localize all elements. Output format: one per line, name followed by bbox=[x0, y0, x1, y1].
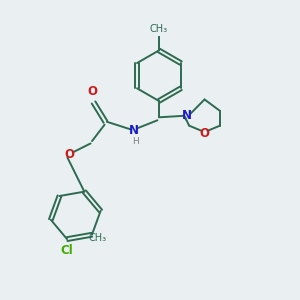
Text: O: O bbox=[87, 85, 97, 98]
Text: CH₃: CH₃ bbox=[150, 24, 168, 34]
Text: O: O bbox=[65, 148, 75, 161]
Text: Cl: Cl bbox=[61, 244, 74, 256]
Text: N: N bbox=[129, 124, 139, 137]
Text: CH₃: CH₃ bbox=[88, 233, 107, 243]
Text: O: O bbox=[200, 127, 209, 140]
Text: H: H bbox=[132, 137, 139, 146]
Text: N: N bbox=[182, 109, 192, 122]
